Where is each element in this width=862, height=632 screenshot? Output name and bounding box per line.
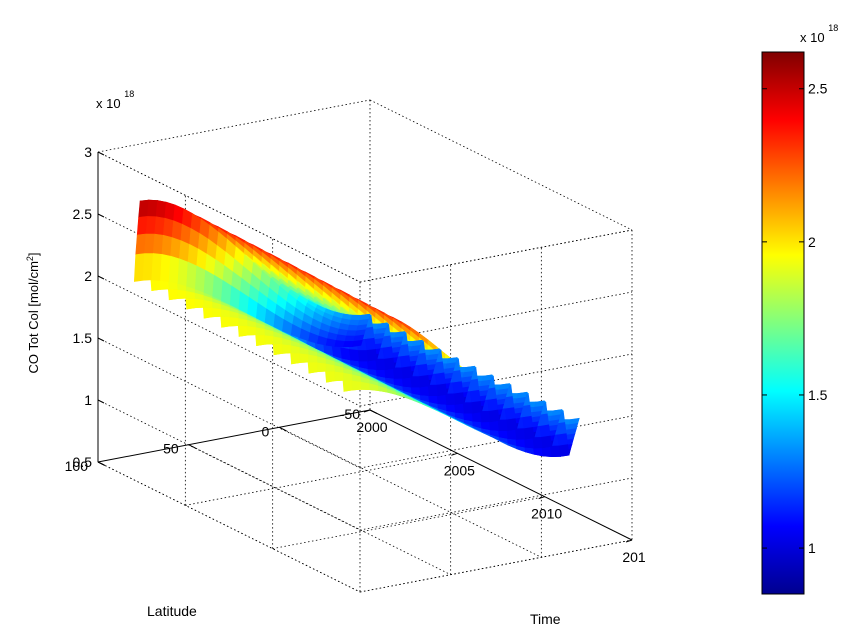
- z-tick-label: 1.5: [73, 330, 93, 346]
- surface-patch: [177, 258, 189, 287]
- box-edge: [97, 99, 371, 153]
- surface-patch: [436, 383, 448, 396]
- lat-tick-label: 50: [163, 441, 179, 457]
- time-tick: [625, 539, 633, 543]
- grid-line: [279, 426, 542, 558]
- surface-patch: [418, 374, 430, 388]
- box-edge: [359, 539, 633, 593]
- surface-patch: [168, 255, 180, 284]
- surface-patch: [487, 397, 499, 411]
- surface-patch: [357, 349, 369, 362]
- surface-patch: [399, 354, 411, 368]
- surface-patch: [522, 415, 534, 429]
- z-tick: [97, 275, 105, 280]
- surface-patch: [155, 200, 167, 219]
- z-tick: [97, 337, 105, 342]
- box-edge: [369, 99, 633, 231]
- surface-patch: [152, 233, 164, 255]
- grid-line: [97, 461, 361, 593]
- surface-patch: [453, 391, 465, 405]
- surface-patch: [452, 380, 464, 394]
- grid-line: [359, 477, 633, 531]
- y-axis-label: Latitude: [147, 603, 197, 619]
- surface-patch: [351, 339, 363, 347]
- surface-patch: [364, 337, 376, 351]
- colorbar-tick-label: 1: [808, 540, 816, 556]
- box-edge: [359, 229, 633, 283]
- z-tick-label: 1: [84, 392, 92, 408]
- surface-patch: [434, 371, 446, 385]
- surface-patch: [186, 261, 198, 290]
- surface-patch: [539, 423, 551, 438]
- time-tick-label: 201: [622, 549, 646, 565]
- lat-tick: [97, 461, 106, 466]
- surface-patch: [161, 234, 173, 257]
- z-tick-label: 3: [84, 144, 92, 160]
- surface-patch: [171, 220, 183, 242]
- x-axis-label: Time: [530, 611, 561, 627]
- z-axis-label: CO Tot Col [mol/cm2]: [25, 252, 41, 373]
- colorbar-gradient: [761, 51, 805, 595]
- surface-patch: [469, 389, 481, 403]
- colorbar: 1 1.5 2 2.5 x 10 18: [761, 23, 838, 595]
- grid-line: [97, 275, 361, 407]
- lat-axis-line: [97, 409, 371, 463]
- surface-patch: [203, 269, 215, 297]
- colorbar-tick-label: 2.5: [808, 81, 828, 97]
- colorbar-exponent: x 10 18: [800, 23, 838, 45]
- surface-patch: [514, 427, 526, 440]
- lat-tick-label: 100: [65, 458, 89, 474]
- grid-line: [272, 496, 545, 550]
- surface-patch: [417, 363, 429, 377]
- z-tick-label: 2.5: [73, 206, 93, 222]
- surface-patch: [382, 345, 394, 359]
- grid-line: [97, 337, 361, 469]
- surface-patch: [366, 348, 378, 362]
- surface-patch: [462, 401, 474, 414]
- grid-line: [97, 399, 361, 531]
- surface-patch: [557, 432, 568, 446]
- surface-patch: [558, 443, 570, 457]
- time-tick: [451, 452, 458, 456]
- lat-tick: [369, 409, 378, 414]
- surface-patch: [178, 240, 190, 263]
- grid-line: [188, 444, 451, 576]
- lat-tick: [279, 426, 287, 432]
- z-tick: [97, 151, 105, 156]
- surface-patch: [350, 314, 362, 321]
- surface-patch: [383, 357, 395, 370]
- grid-line: [359, 539, 633, 593]
- time-tick-label: 2005: [444, 462, 475, 478]
- colorbar-tick-label: 1.5: [808, 387, 828, 403]
- time-tick-label: 2010: [531, 506, 562, 522]
- surface-patch: [347, 324, 359, 332]
- time-tick-label: 2000: [356, 419, 387, 435]
- surface-patch: [471, 400, 483, 414]
- colorbar-tick-label: 2: [808, 234, 816, 250]
- surface-patch: [401, 365, 413, 379]
- z-tick: [97, 399, 105, 404]
- surface-patch: [488, 409, 500, 423]
- z-tick: [97, 213, 105, 218]
- surface-patch: [523, 426, 535, 440]
- surface-patch: [410, 375, 421, 388]
- lat-tick: [188, 444, 196, 449]
- surface-patch: [541, 435, 552, 449]
- surface-patch: [504, 406, 516, 420]
- grid-line: [359, 229, 633, 283]
- lat-tick-label: 0: [262, 423, 270, 439]
- grid-line: [185, 452, 458, 506]
- surface-plot: [133, 199, 580, 458]
- z-tick-label: 2: [84, 268, 92, 284]
- surface-patch: [147, 199, 158, 218]
- surface-patch: [144, 233, 155, 254]
- z-exponent: x 10 18: [96, 89, 134, 111]
- grid-line: [97, 151, 361, 283]
- surface-patch: [506, 417, 518, 431]
